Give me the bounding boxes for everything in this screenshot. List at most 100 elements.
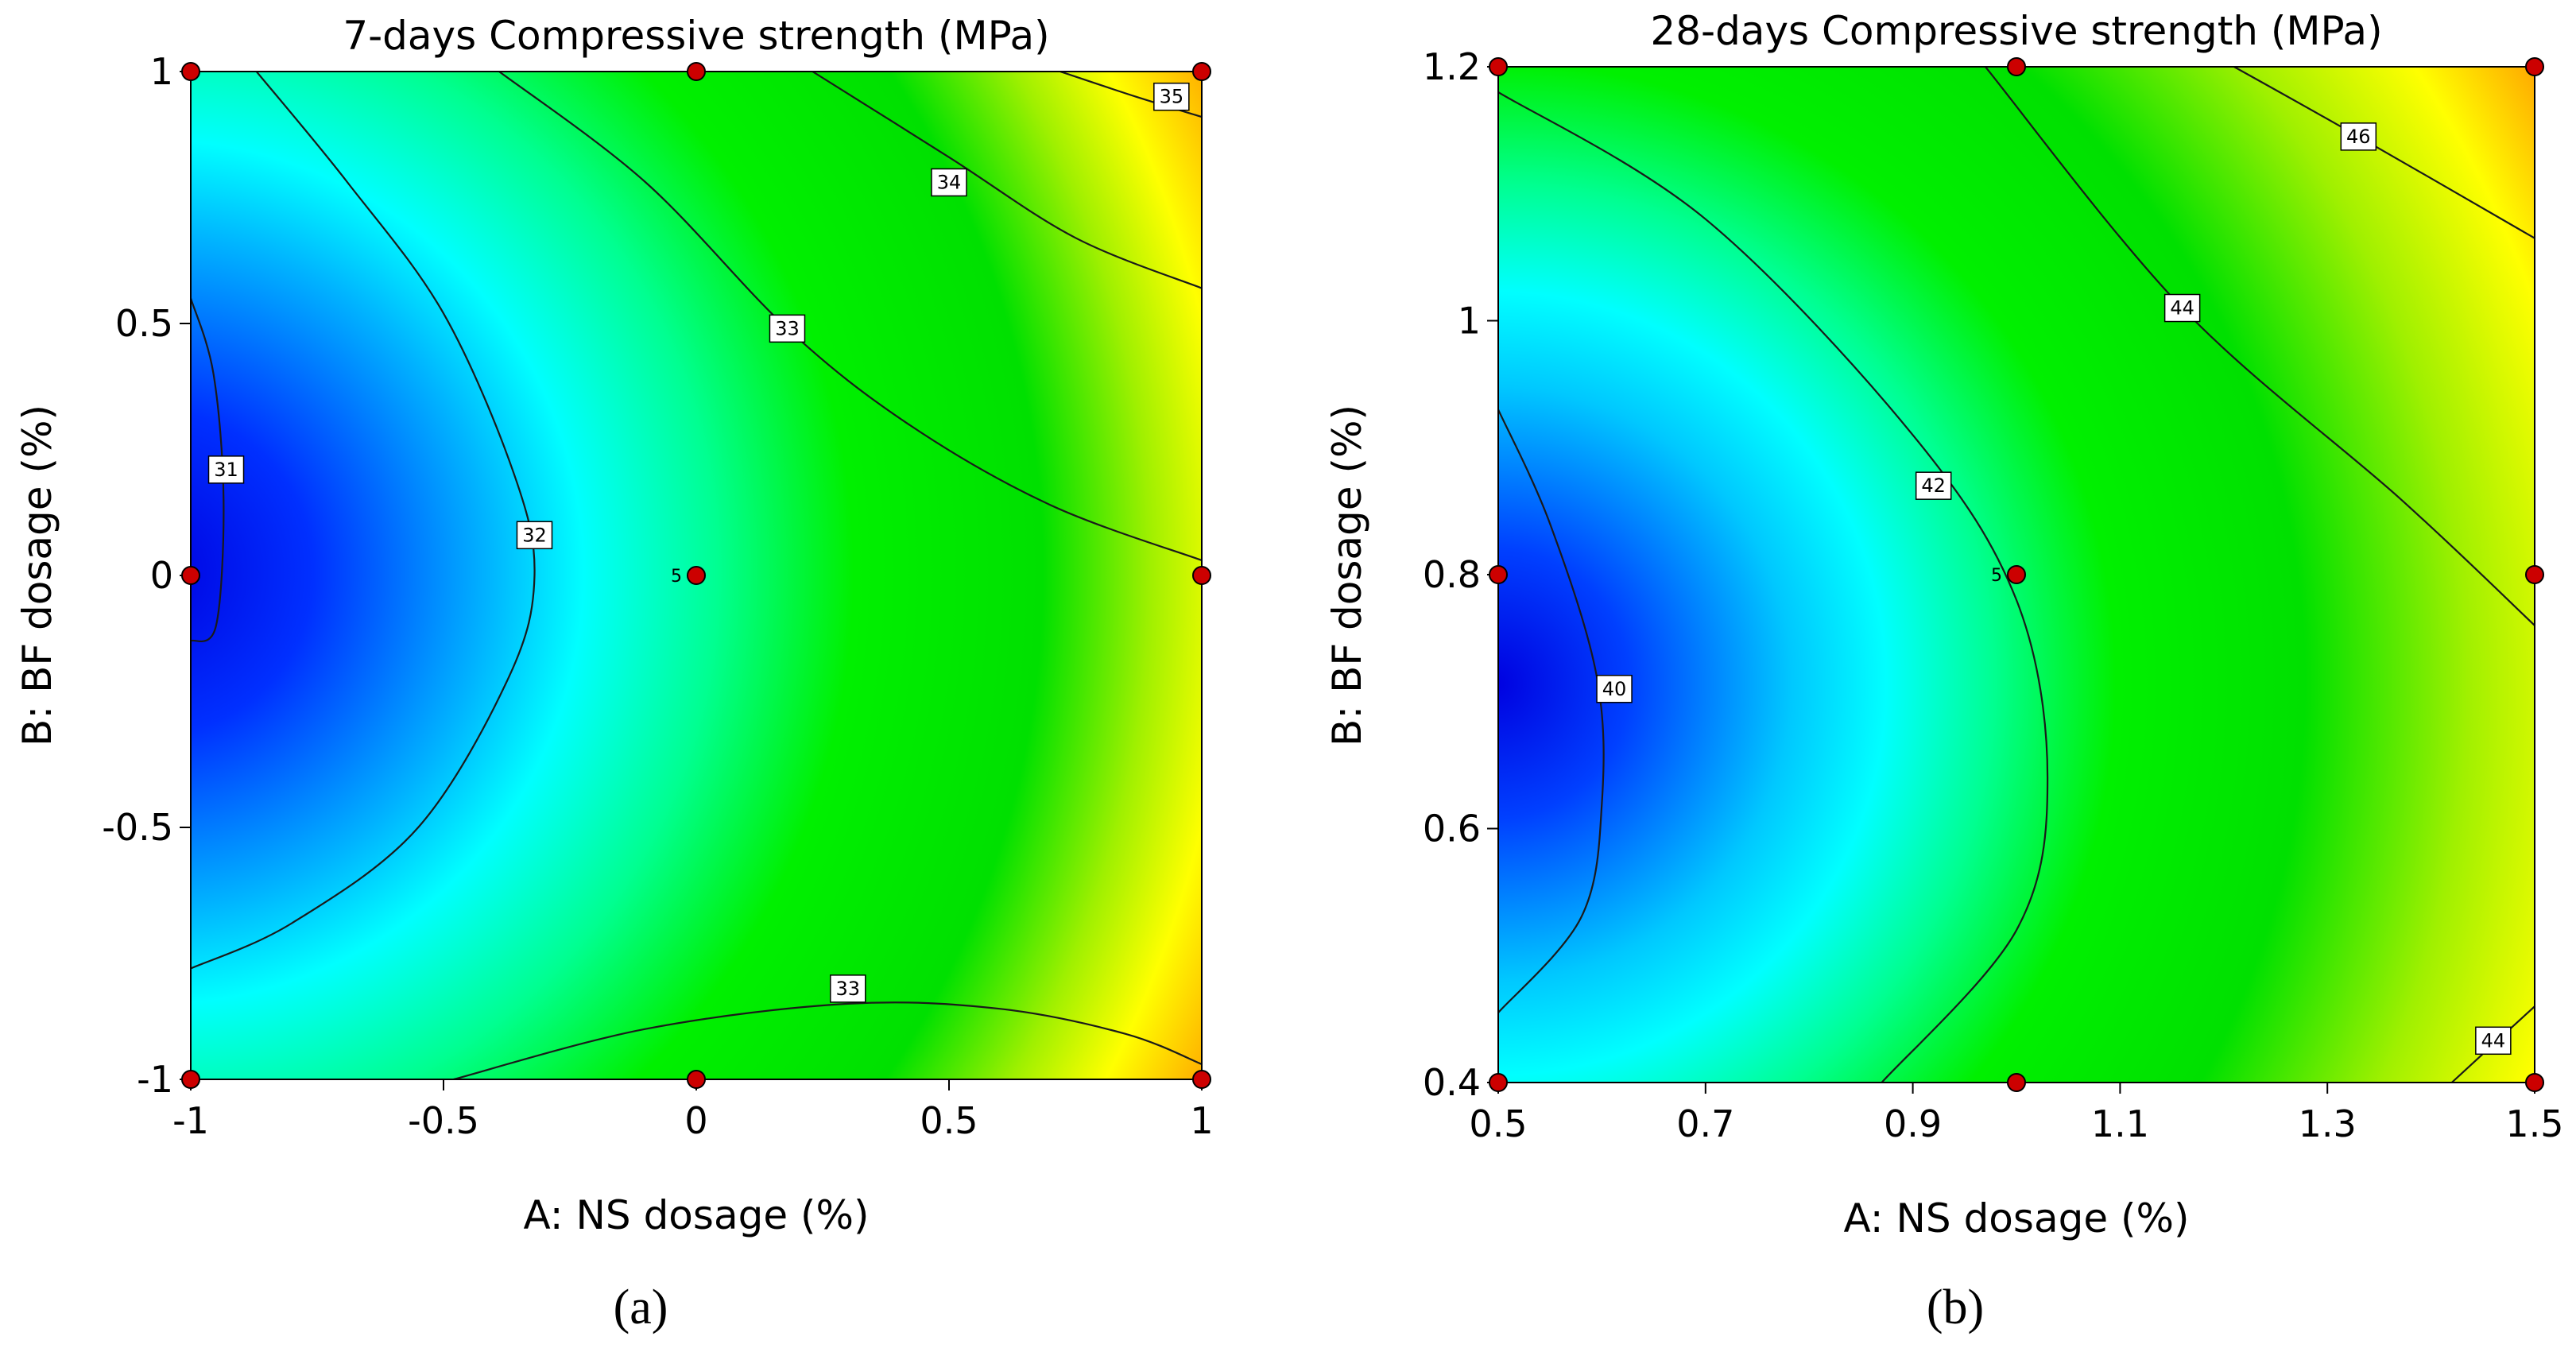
contour-label-box [1915,471,1952,500]
contour-label-text: 31 [214,459,238,481]
contour-label-box [2340,122,2377,151]
design-point [1192,1070,1211,1089]
design-points: 5 [1489,57,2544,1092]
contour-line-33 [453,1001,1202,1079]
x-tick-label: 1.1 [2091,1102,2149,1145]
design-point [687,566,706,585]
design-point [2007,57,2026,76]
contour-line-44 [1985,67,2535,626]
design-point [181,1070,200,1089]
contour-line-35 [1059,72,1202,118]
x-tick-label: -0.5 [408,1099,479,1142]
contour-label-box [769,314,806,343]
contour-label-35: 35 [1153,82,1190,111]
x-tick-label: 0 [684,1099,707,1142]
x-tick-label: 1 [1190,1099,1213,1142]
contour-label-44: 44 [2475,1026,2512,1056]
design-point [1489,565,1508,584]
contour-labels: 31 32 33 34 35 33 [207,82,1190,1003]
contour-label-text: 46 [2346,126,2371,148]
contour-label-33: 33 [830,974,866,1003]
design-point [2525,1073,2544,1092]
contour-label-text: 32 [522,524,547,546]
y-tick-label: 0 [150,554,173,597]
y-tick-label: 0.8 [1423,553,1481,596]
contour-line-34 [812,72,1202,289]
design-point [1489,1073,1508,1092]
contour-label-box [207,455,245,484]
design-points: 5 [181,62,1211,1089]
center-point-count: 5 [1991,566,2002,586]
contour-label-32: 32 [516,521,553,550]
x-tick-label: 0.5 [920,1099,978,1142]
y-tick-label: 1 [150,50,173,93]
contour-lines [191,72,1202,1079]
y-tick-label: 0.4 [1423,1061,1481,1104]
x-tick-label: 0.9 [1884,1102,1942,1145]
y-axis-label: B: BF dosage (%) [14,405,60,746]
contour-label-33: 33 [769,314,806,343]
y-axis: 0.4 0.6 0.8 1 1.2 [1423,45,1498,1104]
y-tick-label: 1 [1458,300,1481,343]
contour-line-40 [1498,409,1605,1013]
y-tick-label: -0.5 [102,806,173,849]
contour-label-box [830,974,866,1003]
chart-title: 28-days Compressive strength (MPa) [1650,8,2382,54]
contour-label-40: 40 [1596,675,1633,703]
design-point [687,62,706,81]
design-point [2007,1073,2026,1092]
contour-labels: 40 42 44 46 44 [1596,122,2512,1056]
y-tick-label: -1 [137,1058,173,1101]
contour-label-text: 33 [775,317,800,339]
y-tick-label: 0.6 [1423,808,1481,850]
contour-label-text: 34 [937,171,962,193]
y-axis-label: B: BF dosage (%) [1324,405,1370,746]
contour-label-44: 44 [2163,293,2201,323]
contour-label-text: 44 [2170,297,2194,320]
panel-a: 31 32 33 34 35 33 -1 -0.5 0 0.5 1 -1 -0.5 0 0.5 1 5 7… [14,13,1214,1334]
contour-label-box [1596,675,1633,703]
panel-b: 40 42 44 46 44 0.5 0.7 0.9 1.1 1.3 1.5 0.4 0.6 0.8 1… [1324,8,2564,1334]
contour-label-42: 42 [1915,471,1952,500]
design-point [687,1070,706,1089]
x-tick-label: 0.7 [1676,1102,1734,1145]
contour-label-box [1153,82,1190,111]
design-point [1192,62,1211,81]
contour-label-text: 40 [1602,678,1627,700]
contour-label-text: 44 [2481,1029,2506,1052]
x-axis: 0.5 0.7 0.9 1.1 1.3 1.5 [1469,1083,2564,1145]
design-point [1489,57,1508,76]
contour-label-text: 35 [1160,86,1184,108]
design-point [2525,57,2544,76]
panel-label: (a) [614,1280,668,1334]
center-point-count: 5 [671,567,682,587]
chart-title: 7-days Compressive strength (MPa) [343,13,1049,59]
design-point [181,566,200,585]
contour-label-box [2475,1026,2512,1056]
contour-label-box [516,521,553,550]
contour-line-32 [191,72,536,970]
contour-label-31: 31 [207,455,245,484]
design-point [181,62,200,81]
design-point [1192,566,1211,585]
contour-line-42 [1498,91,2049,1083]
contour-label-34: 34 [931,168,967,197]
contour-line-31 [191,297,225,642]
design-point [2007,565,2026,584]
x-axis: -1 -0.5 0 0.5 1 [172,1079,1214,1142]
contour-label-text: 42 [1921,475,1946,497]
contour-line-33 [498,72,1202,562]
x-axis-label: A: NS dosage (%) [1843,1195,2189,1241]
contour-label-text: 33 [836,978,861,1000]
x-tick-label: 1.5 [2505,1102,2563,1145]
x-tick-label: 0.5 [1469,1102,1527,1145]
y-tick-label: 1.2 [1423,45,1481,88]
contour-label-46: 46 [2340,122,2377,151]
y-tick-label: 0.5 [115,302,173,345]
x-tick-label: 1.3 [2299,1102,2357,1145]
contour-label-box [2163,293,2201,323]
x-tick-label: -1 [172,1099,209,1142]
x-axis-label: A: NS dosage (%) [523,1192,869,1238]
design-point [2525,565,2544,584]
